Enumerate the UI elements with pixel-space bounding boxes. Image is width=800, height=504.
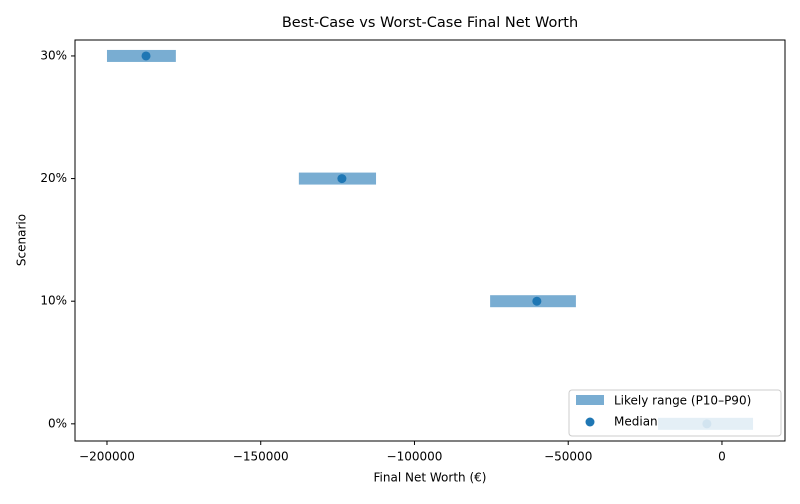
legend-label: Median [614, 415, 658, 429]
y-tick-label: 20% [40, 171, 67, 185]
y-tick-label: 0% [48, 416, 67, 430]
x-tick-label: −150000 [233, 450, 289, 464]
x-tick-label: −100000 [387, 450, 443, 464]
x-tick-label: −50000 [544, 450, 592, 464]
legend-box [568, 389, 782, 437]
median-point [337, 174, 347, 184]
y-tick-label: 10% [40, 294, 67, 308]
range-bar [106, 49, 176, 62]
y-tick-label: 30% [40, 48, 67, 62]
legend-swatch [576, 395, 604, 405]
chart-title: Best-Case vs Worst-Case Final Net Worth [282, 15, 578, 31]
x-tick-label: 0 [718, 450, 726, 464]
median-point [141, 51, 151, 61]
x-tick-label: −200000 [79, 450, 135, 464]
legend-label: Likely range (P10–P90) [614, 394, 751, 408]
median-point [532, 296, 542, 306]
plot-frame [74, 39, 786, 442]
y-axis-label: Scenario [15, 214, 29, 266]
legend-marker [585, 417, 595, 427]
x-axis-label: Final Net Worth (€) [374, 471, 487, 485]
